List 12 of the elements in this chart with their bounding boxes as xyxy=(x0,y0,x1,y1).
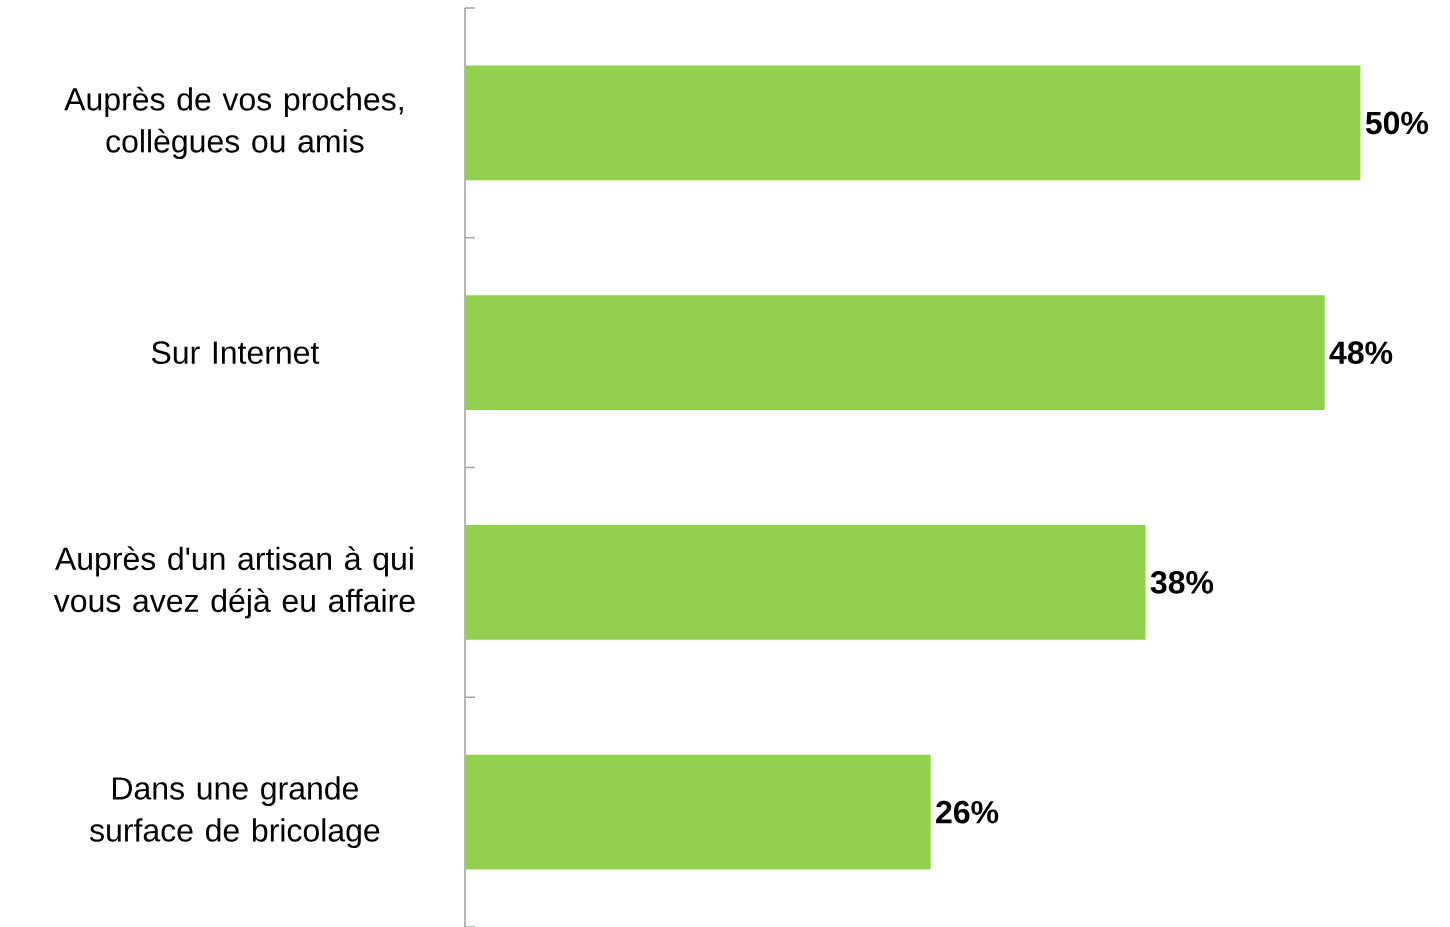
data-label: 50% xyxy=(1365,111,1429,135)
bar xyxy=(465,295,1325,411)
y-tick-label: Dans une grande surface de bricolage xyxy=(89,776,380,849)
data-label: 38% xyxy=(1150,571,1214,594)
bar xyxy=(465,65,1361,181)
data-label: 48% xyxy=(1329,341,1393,364)
data-label: 26% xyxy=(936,800,999,824)
bar xyxy=(465,524,1146,640)
y-tick-label: Auprès d'un artisan à qui vous avez déjà eu affaire xyxy=(53,546,415,619)
y-tick-label: Auprès de vos proches, collègues ou amis xyxy=(64,86,403,159)
y-tick-label: Sur Internet xyxy=(151,341,320,364)
bar xyxy=(465,754,931,870)
